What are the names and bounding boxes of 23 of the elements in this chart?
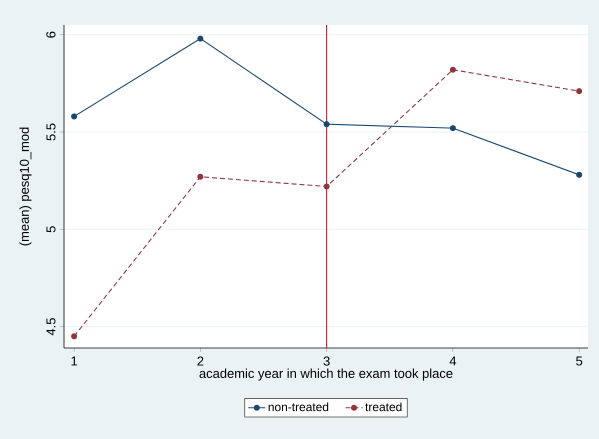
x-tick-label: 1 <box>71 356 78 366</box>
point <box>576 88 582 94</box>
point <box>71 113 78 120</box>
y-tick-label: 5 <box>46 226 56 232</box>
point <box>197 36 204 42</box>
x-tick-label: 5 <box>576 356 582 366</box>
legend-label: treated <box>365 402 402 412</box>
point <box>71 333 78 340</box>
point <box>324 121 330 128</box>
y-tick-label: 6 <box>46 32 56 38</box>
y-axis-title: (mean) pesq10_mod <box>19 128 32 246</box>
point <box>324 183 330 190</box>
x-tick-label: 4 <box>450 356 456 366</box>
legend-label: non-treated <box>268 402 328 412</box>
point <box>576 172 582 178</box>
y-tick-label: 4.5 <box>46 318 56 336</box>
y-tick-label: 5.5 <box>46 124 56 140</box>
point <box>450 66 456 73</box>
x-tick-label: 2 <box>197 356 204 366</box>
point <box>450 125 456 132</box>
x-axis-title: academic year in which the exam took place <box>199 368 452 381</box>
x-tick-label: 3 <box>324 356 330 366</box>
point <box>197 174 204 180</box>
